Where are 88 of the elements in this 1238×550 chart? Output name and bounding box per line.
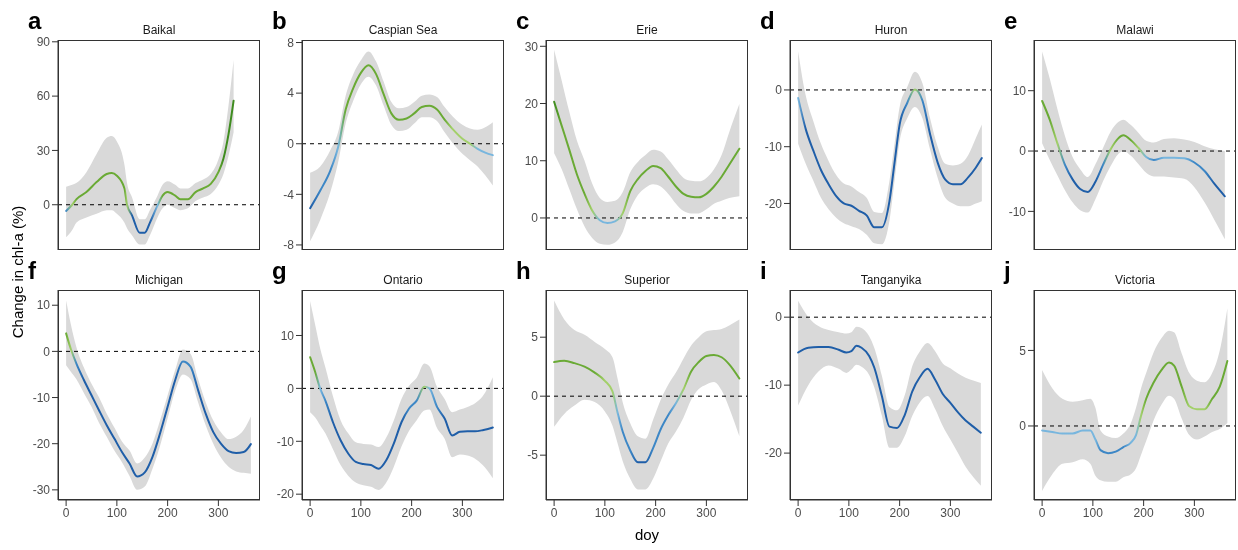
x-tick-label: 200 <box>889 505 910 520</box>
x-tick-label: 200 <box>401 505 422 520</box>
y-tick-label: -10 <box>276 434 295 449</box>
y-tick-label: -20 <box>764 196 783 211</box>
chart-title: Tanganyika <box>859 273 923 287</box>
chart-title: Erie <box>635 23 659 37</box>
text: c <box>516 7 530 34</box>
y-axis-title: Change in chl-a (%) <box>8 205 26 339</box>
line-series <box>65 332 252 478</box>
text: d <box>760 7 775 34</box>
y-tick-label: 8 <box>287 35 295 50</box>
y-tick-label: 5 <box>1019 343 1027 358</box>
line-series <box>1041 99 1226 198</box>
line-series <box>65 99 235 234</box>
y-tick-label: 30 <box>36 143 51 158</box>
y-tick-label: 5 <box>531 330 539 345</box>
chart-title: Michigan <box>134 273 184 287</box>
line-series <box>309 64 494 210</box>
x-tick-label: 100 <box>838 505 860 520</box>
y-tick-label: -10 <box>764 378 783 393</box>
y-tick-label: 90 <box>36 35 51 50</box>
y-tick-label: -8 <box>283 238 295 253</box>
y-tick-label: 0 <box>531 211 539 226</box>
y-tick-label: 0 <box>531 389 539 404</box>
x-tick-label: 100 <box>350 505 372 520</box>
line-series <box>309 356 494 470</box>
chart-title: Caspian Sea <box>367 23 439 37</box>
x-tick-label: 300 <box>696 505 717 520</box>
y-tick-label: -4 <box>283 187 295 202</box>
x-tick-label: 0 <box>306 505 314 520</box>
y-tick-label: 20 <box>524 96 539 111</box>
y-tick-label: 0 <box>775 310 783 325</box>
y-tick-label: 0 <box>1019 419 1027 434</box>
x-tick-label: 300 <box>1184 505 1205 520</box>
line-series <box>1041 360 1229 455</box>
chart-title: Malawi <box>1115 23 1155 37</box>
y-tick-label: 10 <box>280 328 295 343</box>
y-tick-label: 10 <box>1012 83 1027 98</box>
x-tick-label: 0 <box>550 505 558 520</box>
x-tick-label: 100 <box>106 505 128 520</box>
line-series <box>797 344 982 434</box>
x-tick-label: 200 <box>157 505 178 520</box>
x-tick-label: 300 <box>940 505 961 520</box>
y-tick-label: -10 <box>32 390 51 405</box>
y-tick-label: 0 <box>775 83 783 98</box>
x-tick-label: 100 <box>1082 505 1104 520</box>
y-tick-label: 0 <box>43 344 51 359</box>
y-tick-label: 0 <box>43 198 51 212</box>
y-tick-label: 10 <box>36 298 51 313</box>
y-tick-label: 0 <box>1019 144 1027 159</box>
x-tick-label: 0 <box>794 505 802 520</box>
y-tick-label: 4 <box>287 86 295 101</box>
y-tick-label: 30 <box>524 39 539 54</box>
text: i <box>760 257 767 284</box>
y-tick-label: -10 <box>1008 204 1027 219</box>
x-tick-label: 200 <box>1133 505 1154 520</box>
line-series <box>797 88 983 229</box>
y-tick-label: 10 <box>524 154 539 168</box>
line-series <box>553 353 741 464</box>
text: j <box>1004 257 1011 284</box>
chart-title: Huron <box>873 23 909 37</box>
y-tick-label: 0 <box>287 136 295 151</box>
y-tick-label: 0 <box>287 381 295 396</box>
y-tick-label: -5 <box>527 448 539 463</box>
text: f <box>28 257 36 284</box>
x-axis-title: doy <box>633 526 661 543</box>
text: a <box>28 7 42 34</box>
y-tick-label: -30 <box>32 483 51 498</box>
y-tick-label: 60 <box>36 89 51 104</box>
x-tick-label: 100 <box>594 505 616 520</box>
y-tick-label: -20 <box>764 446 783 461</box>
line-series <box>553 100 741 225</box>
text: e <box>1004 7 1018 34</box>
chart-title: Ontario <box>382 273 424 287</box>
x-tick-label: 200 <box>645 505 666 520</box>
chart-title: Victoria <box>1114 273 1156 287</box>
text: b <box>272 7 287 34</box>
text: g <box>272 257 287 284</box>
chart-title: Baikal <box>141 23 177 37</box>
y-tick-label: -10 <box>764 139 783 154</box>
y-tick-label: -20 <box>276 487 295 502</box>
x-tick-label: 0 <box>1038 505 1046 520</box>
x-tick-label: 300 <box>208 505 229 520</box>
y-tick-label: -20 <box>32 436 51 451</box>
x-tick-label: 300 <box>452 505 473 520</box>
text: h <box>516 257 531 284</box>
x-tick-label: 0 <box>62 505 70 520</box>
chart-title: Superior <box>623 273 671 287</box>
